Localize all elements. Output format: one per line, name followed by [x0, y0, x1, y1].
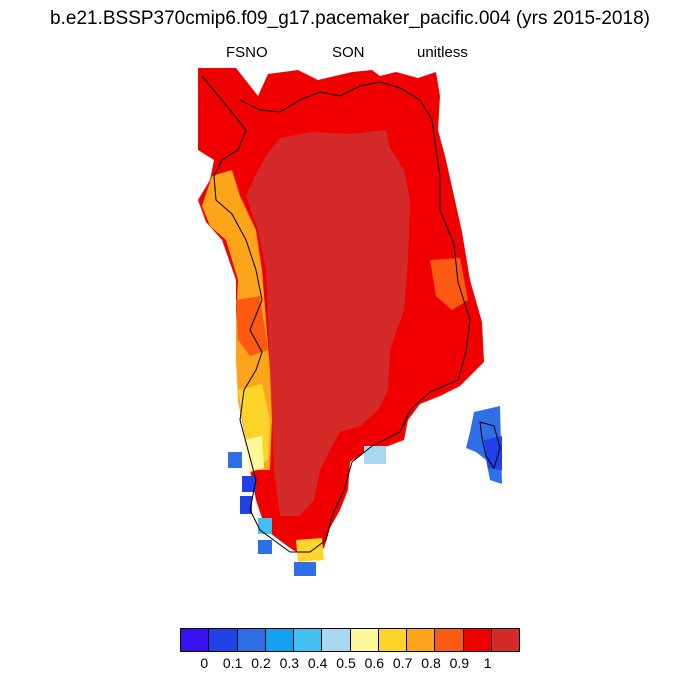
colorbar-swatch [378, 629, 407, 651]
colorbar-tick-label: 1 [483, 655, 492, 671]
colorbar-swatch [209, 629, 238, 651]
colorbar-swatch [294, 629, 323, 651]
colorbar-swatch [237, 629, 266, 651]
south-cell [364, 446, 386, 464]
colorbar-tick-label: 0.5 [336, 655, 356, 671]
east-island-dark [484, 436, 502, 470]
south-cell [228, 452, 242, 468]
colorbar [180, 628, 520, 652]
west-margin-lightyellow [244, 436, 264, 472]
south-cell [294, 562, 316, 576]
colorbar-swatch [350, 629, 379, 651]
colorbar-tick-label: 0.8 [421, 655, 441, 671]
coastline [201, 75, 471, 553]
colorbar-swatch [491, 629, 519, 651]
season-label: SON [332, 44, 365, 61]
east-margin-orange-red [430, 258, 468, 310]
colorbar-tick-label: 0.9 [449, 655, 470, 671]
colorbar-swatch [435, 629, 464, 651]
south-cell [258, 540, 272, 554]
colorbar-tick-label: 0.3 [279, 655, 300, 671]
south-cell [258, 518, 272, 534]
south-margin-yellow [296, 538, 324, 562]
south-cell [242, 476, 256, 492]
interior-field [246, 130, 410, 516]
colorbar-tick-label: 0.6 [364, 655, 385, 671]
colorbar-swatch [463, 629, 492, 651]
colorbar-tick-label: 0.4 [307, 655, 328, 671]
south-cell [240, 496, 252, 514]
units-label: unitless [417, 44, 468, 61]
colorbar-swatch [181, 629, 210, 651]
colorbar-labels: 0 0.1 0.2 0.3 0.4 0.5 0.6 0.7 0.8 0.9 1 [0, 655, 700, 675]
colorbar-swatch [322, 629, 351, 651]
variable-label: FSNO [226, 44, 268, 61]
colorbar-tick-label: 0 [200, 655, 209, 671]
colorbar-tick-label: 0.7 [392, 655, 413, 671]
colorbar-tick-label: 0.2 [251, 655, 271, 671]
plot-title: b.e21.BSSP370cmip6.f09_g17.pacemaker_pac… [50, 8, 650, 29]
colorbar-swatch [407, 629, 436, 651]
island-coastline [479, 421, 501, 470]
colorbar-swatch [265, 629, 294, 651]
colorbar-tick-label: 0.1 [222, 655, 243, 671]
